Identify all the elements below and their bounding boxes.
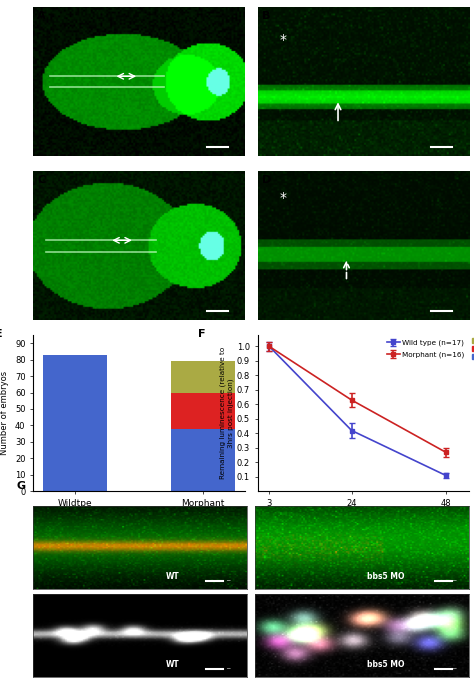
Text: *: * bbox=[280, 33, 286, 47]
X-axis label: h post dextran injection: h post dextran injection bbox=[313, 514, 413, 523]
Text: E: E bbox=[0, 328, 3, 339]
Text: A: A bbox=[37, 12, 46, 21]
Text: F: F bbox=[198, 328, 206, 339]
Bar bbox=[171, 393, 235, 429]
Text: D: D bbox=[262, 175, 271, 185]
Text: _: _ bbox=[452, 575, 456, 581]
Text: *: * bbox=[280, 191, 286, 205]
Text: G: G bbox=[17, 481, 26, 491]
Text: _: _ bbox=[226, 575, 229, 581]
Text: bbs5 MO: bbs5 MO bbox=[367, 660, 404, 669]
Text: WT: WT bbox=[166, 572, 180, 581]
Y-axis label: Number of embryos: Number of embryos bbox=[0, 371, 9, 455]
Text: bbs5 MO: bbs5 MO bbox=[367, 572, 404, 581]
Bar bbox=[171, 429, 235, 491]
Y-axis label: Remaining luminescence (relative to
3hrs post injection): Remaining luminescence (relative to 3hrs… bbox=[220, 347, 234, 479]
Text: C: C bbox=[37, 175, 46, 185]
Text: WT: WT bbox=[166, 660, 180, 669]
Legend: Wild type (n=17), Morphant (n=16): Wild type (n=17), Morphant (n=16) bbox=[385, 339, 465, 360]
Text: B: B bbox=[262, 12, 270, 21]
Text: _: _ bbox=[452, 663, 456, 669]
Text: _: _ bbox=[226, 663, 229, 669]
Bar bbox=[43, 354, 107, 491]
Legend: Cystic and dilated, Dilated, Normal: Cystic and dilated, Dilated, Normal bbox=[469, 335, 474, 363]
Bar bbox=[171, 361, 235, 393]
